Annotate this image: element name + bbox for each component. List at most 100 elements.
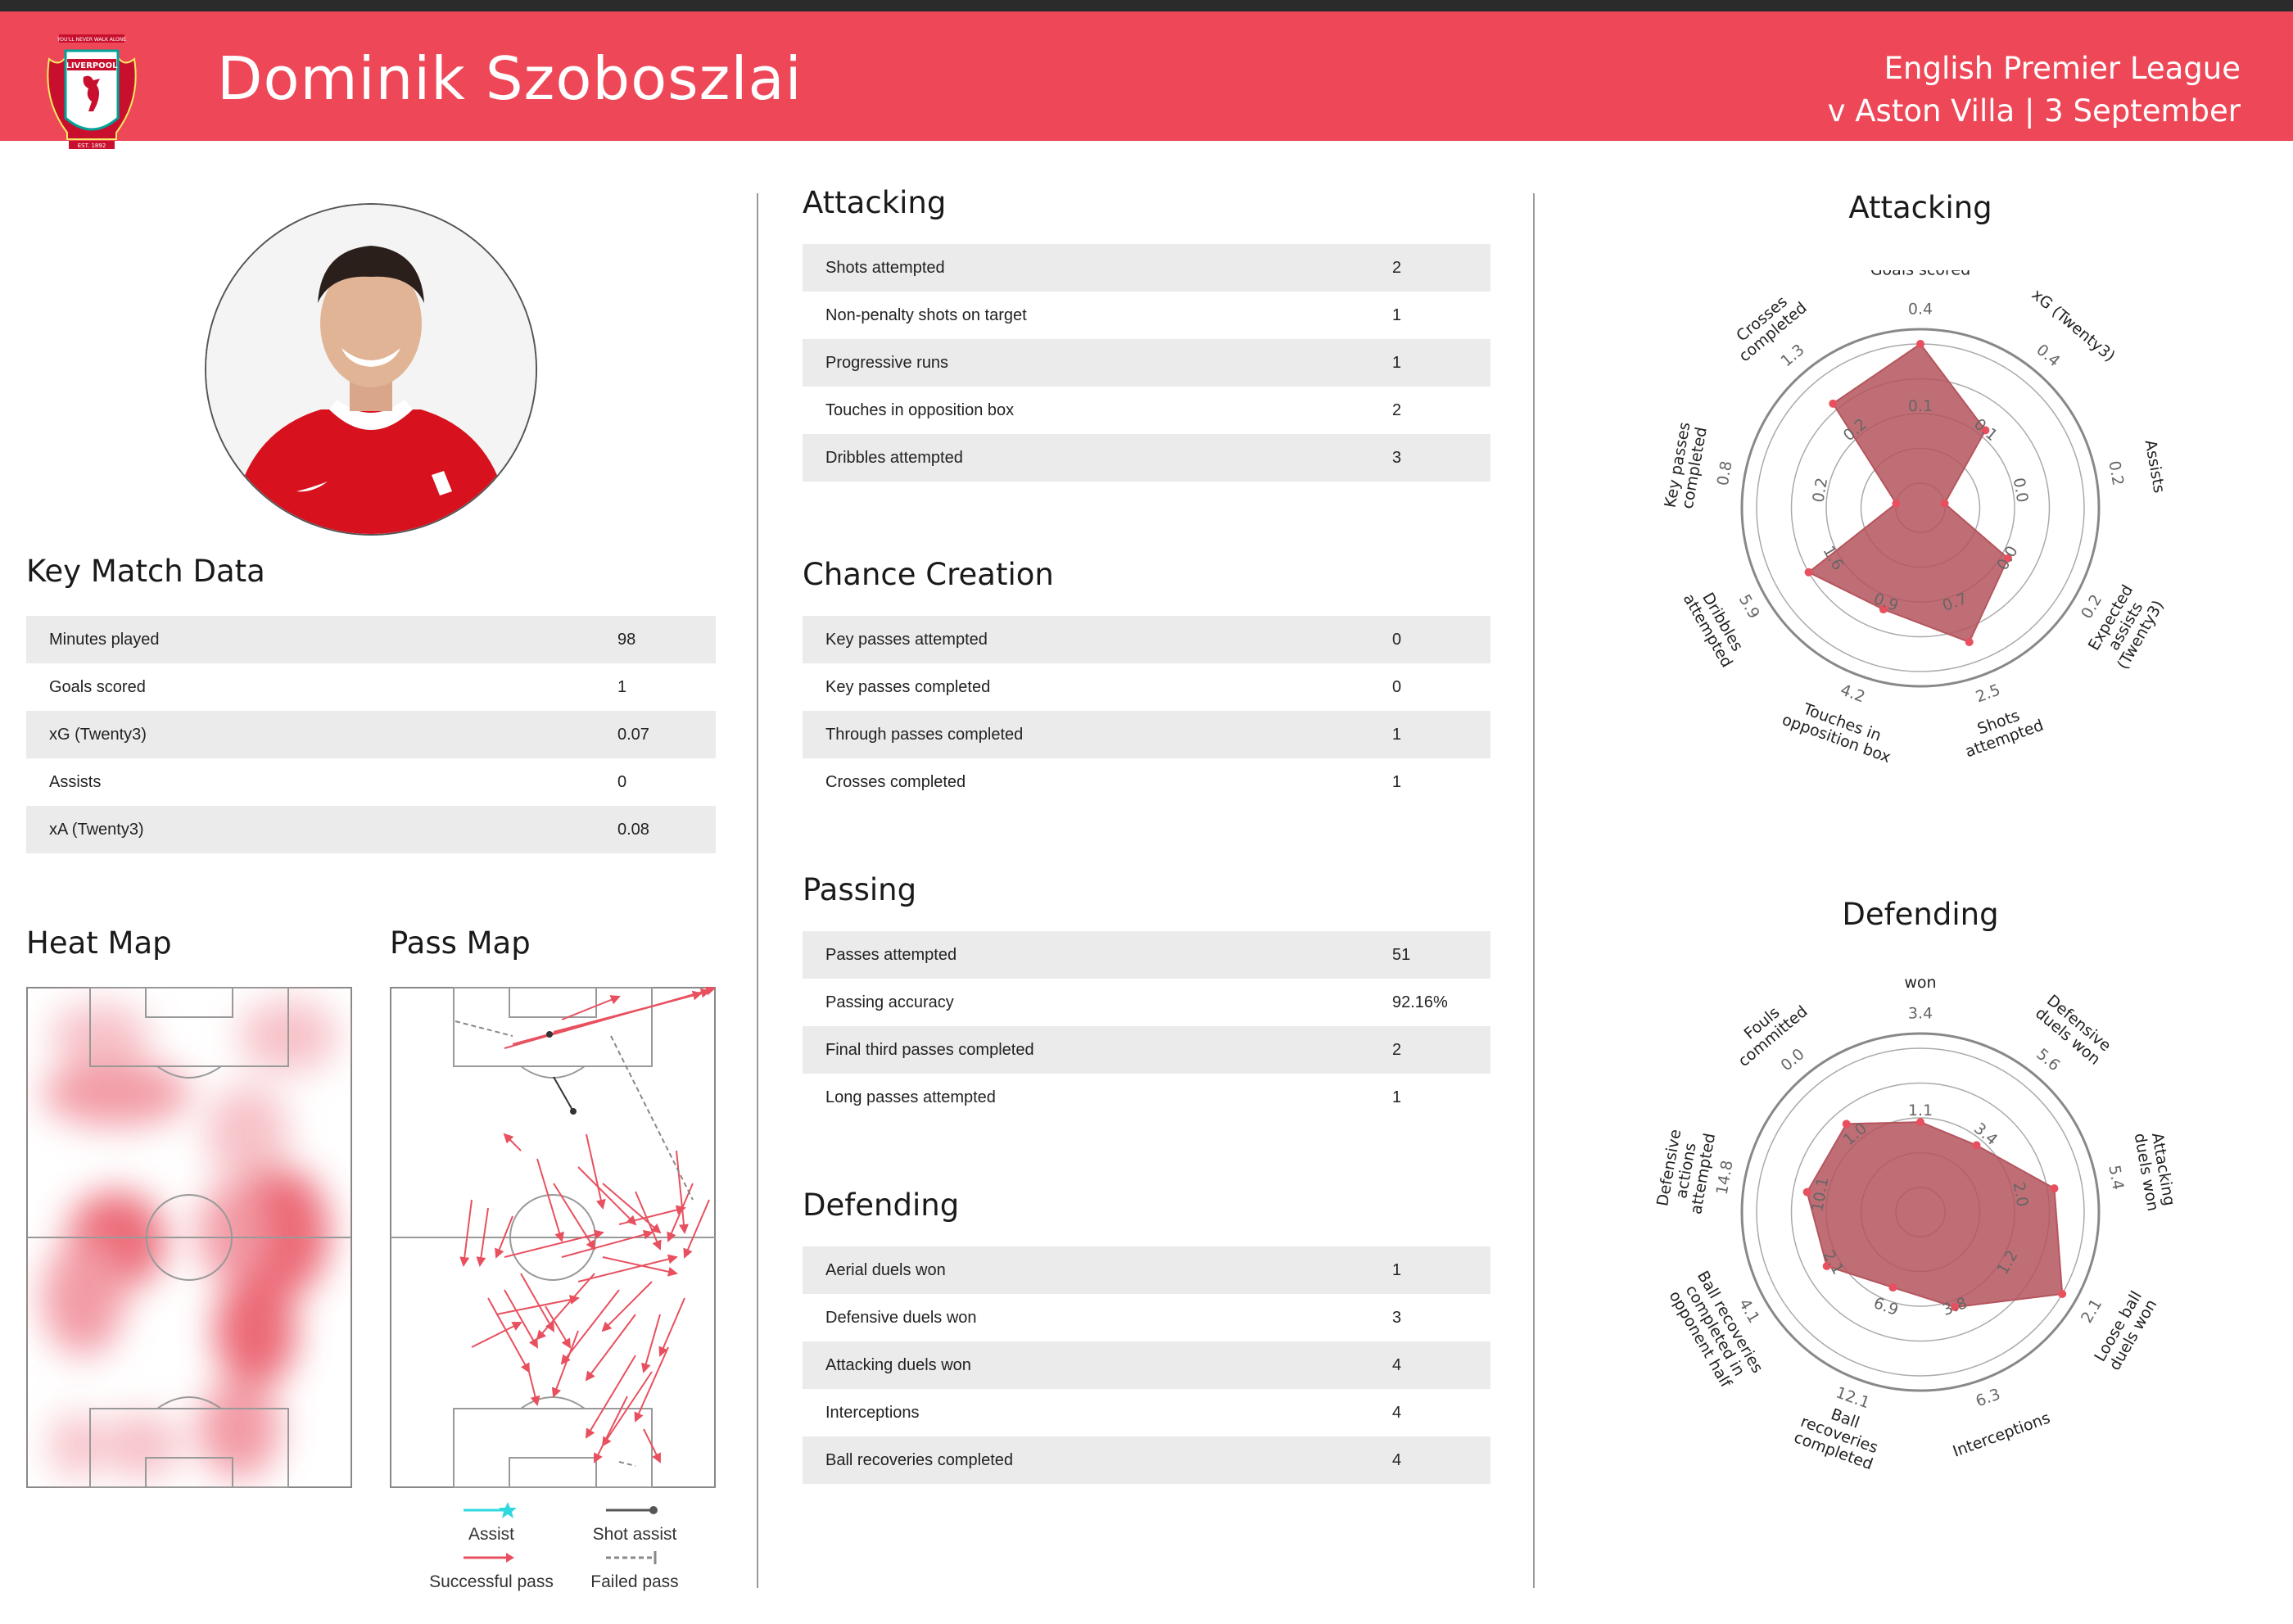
radar-axis-label: Assists — [2141, 438, 2169, 494]
stat-value: 1 — [1392, 725, 1402, 744]
table-row: Dribbles attempted 3 — [803, 434, 1490, 482]
table-row: Passes attempted 51 — [803, 931, 1490, 979]
table-row: Aerial duels won 1 — [803, 1246, 1490, 1294]
radar-grid-ring — [1756, 1047, 2085, 1377]
radar-inner-tick: 2.0 — [2010, 1181, 2032, 1209]
radar-outer-ring — [1740, 328, 2101, 688]
stat-value: 3 — [1392, 448, 1402, 467]
stat-label: xA (Twenty3) — [49, 820, 144, 839]
stat-value: 1 — [1392, 305, 1402, 324]
column-divider — [757, 193, 758, 1588]
stat-value: 0 — [617, 772, 627, 791]
stat-value: 2 — [1392, 258, 1402, 277]
table-row: Key passes attempted 0 — [803, 616, 1490, 663]
radar-outer-tick: 14.8 — [1713, 1159, 1737, 1196]
radar-outer-tick: 6.3 — [1974, 1385, 2003, 1410]
stat-label: Progressive runs — [825, 353, 949, 372]
player-name: Dominik Szoboszlai — [217, 44, 803, 113]
match-info: English Premier League v Aston Villa | 3… — [1828, 47, 2241, 133]
stat-label: Touches in opposition box — [825, 400, 1015, 419]
svg-text:LIVERPOOL: LIVERPOOL — [66, 61, 118, 70]
attacking-radar-chart: 0.10.4Goals scored0.10.4xG (Twenty3)0.00… — [1662, 270, 2169, 767]
pass-map-title: Pass Map — [390, 925, 531, 961]
radar-inner-tick: 0.1 — [1908, 397, 1933, 415]
radar-value-area — [1806, 1121, 2064, 1309]
chance-creation-table: Key passes attempted 0 Key passes complet… — [803, 616, 1490, 806]
chance-creation-title: Chance Creation — [803, 557, 1054, 592]
radar-point — [1981, 426, 1990, 435]
table-row: Non-penalty shots on target 1 — [803, 292, 1490, 339]
pass-map — [390, 987, 716, 1488]
radar-point — [1965, 637, 1974, 646]
radar-point — [1916, 340, 1924, 348]
stat-value: 2 — [1392, 1040, 1402, 1059]
key-match-title: Key Match Data — [26, 554, 265, 589]
radar-axis-label: Goals scored — [1870, 270, 1970, 279]
stat-label: Minutes played — [49, 630, 160, 649]
table-row: xG (Twenty3) 0.07 — [26, 711, 716, 758]
radar-inner-tick: 0.2 — [1809, 477, 1831, 504]
stat-value: 92.16% — [1392, 993, 1448, 1011]
radar-point — [2050, 1184, 2059, 1193]
radar-outer-tick: 0.8 — [1714, 459, 1736, 487]
table-row: xA (Twenty3) 0.08 — [26, 806, 716, 853]
passing-table: Passes attempted 51 Passing accuracy 92.16… — [803, 931, 1490, 1121]
stat-value: 1 — [1392, 1088, 1402, 1106]
radar-inner-tick: 0.0 — [2010, 477, 2032, 504]
stat-value: 0.08 — [617, 820, 649, 839]
radar-axis-label-line: won — [1904, 975, 1936, 992]
legend-shot-assist: Shot assist — [592, 1525, 677, 1544]
column-divider — [1533, 193, 1535, 1588]
pitch-lines — [27, 987, 351, 1488]
stat-label: Interceptions — [825, 1403, 920, 1422]
radar-outer-tick: 0.4 — [2033, 341, 2063, 370]
attacking-title: Attacking — [803, 185, 947, 220]
stat-label: Goals scored — [49, 677, 146, 696]
table-row: Defensive duels won 3 — [803, 1294, 1490, 1341]
liverpool-crest-icon: YOU'LL NEVER WALK ALONE LIVERPOOL EST. 1… — [47, 34, 137, 149]
key-match-table: Minutes played 98 Goals scored 1 xG (Twent… — [26, 616, 716, 853]
radar-point — [1879, 605, 1888, 614]
stat-label: Attacking duels won — [825, 1355, 971, 1374]
defending-radar-chart: 1.13.4Aerial duelswon3.45.6Defensiveduel… — [1653, 975, 2179, 1473]
attacking-table: Shots attempted 2 Non-penalty shots on ta… — [803, 244, 1490, 482]
radar-axis-label-line: Assists — [2141, 438, 2169, 494]
stat-value: 51 — [1392, 945, 1411, 964]
radar-outer-tick: 5.4 — [2105, 1164, 2127, 1192]
radar-point — [2058, 1290, 2067, 1298]
legend-assist: Assist — [468, 1525, 514, 1544]
radar-point — [1916, 1118, 1924, 1127]
table-row: Key passes completed 0 — [803, 663, 1490, 711]
radar-outer-tick: 2.1 — [2078, 1296, 2105, 1326]
legend-successful-pass: Successful pass — [429, 1572, 554, 1591]
stat-value: 98 — [617, 630, 636, 649]
stat-label: Long passes attempted — [825, 1088, 996, 1106]
stat-value: 0.07 — [617, 725, 649, 744]
pass-map-legend-icons-2 — [464, 1551, 657, 1564]
table-row: Final third passes completed 2 — [803, 1026, 1490, 1074]
stat-value: 4 — [1392, 1355, 1402, 1374]
radar-point — [1892, 499, 1901, 508]
stat-label: Passing accuracy — [825, 993, 954, 1011]
radar-inner-tick: 6.9 — [1871, 1294, 1901, 1319]
radar-axis-label: Interceptions — [1951, 1409, 2053, 1460]
passing-title: Passing — [803, 872, 917, 907]
stat-value: 0 — [1392, 630, 1402, 649]
table-row: Ball recoveries completed 4 — [803, 1436, 1490, 1484]
stat-label: Through passes completed — [825, 725, 1024, 744]
table-row: Attacking duels won 4 — [803, 1341, 1490, 1389]
radar-point — [1842, 1120, 1851, 1129]
stat-label: xG (Twenty3) — [49, 725, 147, 744]
radar-point — [1802, 1187, 1811, 1197]
radar-point — [1829, 399, 1838, 408]
radar-outer-tick: 5.6 — [2033, 1045, 2063, 1074]
heat-map — [26, 987, 352, 1488]
header-banner: YOU'LL NEVER WALK ALONE LIVERPOOL EST. 1… — [0, 11, 2293, 149]
